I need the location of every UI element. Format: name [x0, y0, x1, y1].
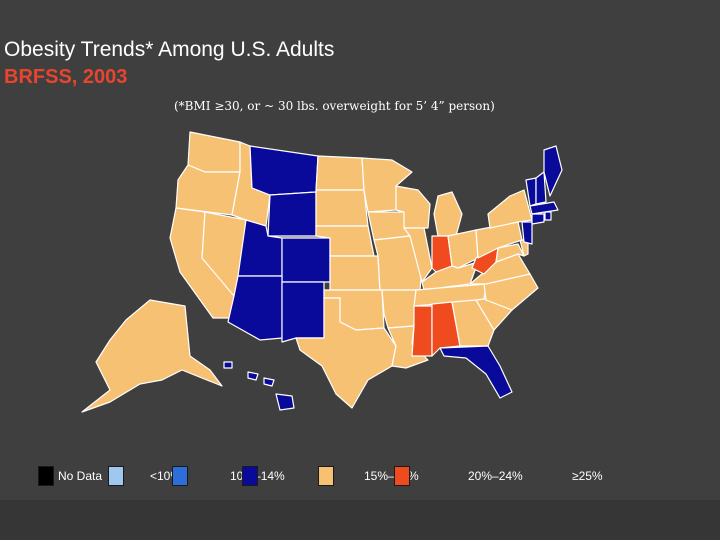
state-rhode-island [544, 211, 552, 221]
state-hawaii-1 [223, 361, 233, 369]
state-hawaii-2 [247, 371, 259, 381]
state-oregon [175, 164, 241, 216]
state-texas [295, 297, 397, 409]
legend-color-box [38, 466, 54, 486]
state-north-dakota [315, 155, 365, 191]
state-south-dakota [315, 189, 369, 227]
state-washington [187, 131, 241, 173]
state-arizona [227, 275, 283, 341]
state-maine [543, 145, 563, 197]
state-colorado [281, 237, 331, 283]
legend-label: 15%–19% [364, 469, 419, 483]
legend-label: ≥25% [572, 469, 603, 483]
state-georgia [451, 299, 495, 347]
legend-color-box [318, 466, 334, 486]
legend-color-box [394, 466, 410, 486]
legend-label: 20%–24% [468, 469, 523, 483]
state-ohio [447, 229, 479, 269]
slide-title: Obesity Trends* Among U.S. Adults [4, 38, 335, 61]
legend-color-box [172, 466, 188, 486]
state-new-jersey [521, 221, 533, 245]
bmi-footnote: (*BMI ≥30, or ~ 30 lbs. overweight for 5… [174, 99, 495, 113]
state-wyoming [267, 191, 317, 237]
state-florida [439, 345, 513, 399]
state-kansas [329, 255, 381, 291]
state-new-mexico [281, 281, 325, 343]
legend-color-box [108, 466, 124, 486]
state-massachusetts [529, 201, 559, 215]
state-michigan [433, 191, 463, 237]
state-alaska [81, 299, 223, 413]
state-montana [249, 145, 319, 196]
state-hawaii-3 [263, 377, 275, 387]
state-new-hampshire [535, 171, 547, 205]
state-arkansas [381, 289, 417, 329]
state-illinois [403, 227, 433, 283]
slide-footer-band [0, 500, 720, 540]
legend-color-box [242, 466, 258, 486]
state-connecticut [531, 213, 545, 225]
slide-subtitle: BRFSS, 2003 [4, 66, 128, 88]
state-mississippi [411, 305, 433, 357]
legend-label: No Data [58, 469, 103, 483]
state-hawaii-4 [275, 393, 295, 411]
state-maryland [495, 243, 525, 263]
